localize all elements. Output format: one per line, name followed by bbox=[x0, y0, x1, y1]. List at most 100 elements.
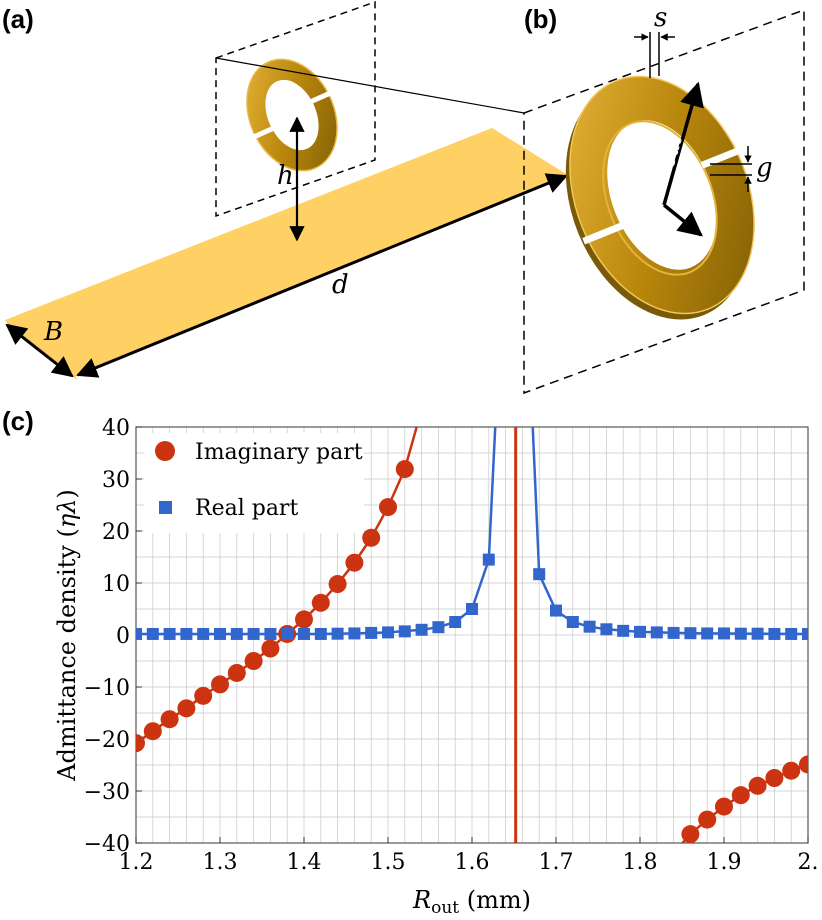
d-arrow bbox=[76, 173, 568, 378]
real-point bbox=[583, 620, 596, 633]
imag-point bbox=[681, 825, 700, 843]
real-point bbox=[214, 627, 226, 640]
real-point bbox=[230, 627, 243, 640]
legend: Imaginary part Real part bbox=[144, 433, 364, 533]
imag-point bbox=[295, 610, 313, 629]
y-tick-label: −30 bbox=[84, 780, 130, 805]
x-tick-label: 1.2 bbox=[119, 850, 154, 875]
real-point bbox=[331, 627, 344, 640]
imag-point bbox=[160, 710, 179, 729]
imag-point bbox=[715, 797, 733, 816]
g-label: g bbox=[756, 153, 773, 183]
real-point bbox=[365, 626, 378, 639]
legend-background bbox=[144, 433, 364, 533]
imag-point bbox=[194, 686, 213, 705]
imag-point bbox=[345, 553, 364, 572]
imag-point bbox=[362, 528, 381, 547]
x-tick-label: 1.6 bbox=[455, 850, 490, 875]
legend-real-marker bbox=[159, 501, 172, 514]
real-point bbox=[634, 625, 646, 638]
real-point bbox=[566, 616, 579, 628]
imag-point bbox=[698, 810, 717, 829]
y-tick-label: 30 bbox=[102, 468, 130, 493]
real-point bbox=[667, 626, 680, 639]
panel-c-label: (c) bbox=[2, 406, 34, 436]
y-tick-label: −40 bbox=[84, 832, 130, 857]
imag-point bbox=[379, 498, 397, 517]
s-label: s bbox=[654, 3, 667, 33]
b-label: B bbox=[43, 317, 63, 347]
real-point bbox=[718, 627, 730, 640]
y-axis-main: Admittance density ( bbox=[53, 528, 81, 782]
x-tick-label: 1.7 bbox=[539, 850, 574, 875]
real-point bbox=[734, 627, 747, 640]
real-point bbox=[415, 623, 428, 636]
h-label: h bbox=[277, 161, 294, 191]
imag-point bbox=[261, 639, 280, 658]
small-ring bbox=[246, 58, 338, 172]
x-tick-label: 1.9 bbox=[707, 850, 742, 875]
x-axis-unit: (mm) bbox=[459, 886, 531, 914]
real-point bbox=[264, 627, 277, 640]
g-dimension bbox=[710, 146, 752, 192]
d-label: d bbox=[332, 270, 349, 300]
real-point bbox=[382, 626, 394, 639]
real-point bbox=[449, 616, 462, 628]
real-point bbox=[146, 627, 159, 640]
r-out-arrow bbox=[662, 81, 704, 206]
real-point bbox=[466, 603, 478, 615]
y-tick-label: 40 bbox=[102, 416, 130, 441]
imag-point bbox=[211, 675, 229, 694]
panel-b-label: (b) bbox=[524, 4, 557, 34]
real-point bbox=[348, 627, 361, 640]
x-tick-label: 2. bbox=[798, 850, 819, 875]
y-axis-symbol: ηλ bbox=[53, 499, 81, 529]
real-point bbox=[650, 626, 663, 639]
legend-real-label: Real part bbox=[195, 496, 298, 521]
y-tick-label: −10 bbox=[84, 676, 130, 701]
real-point bbox=[802, 627, 808, 640]
imag-point bbox=[765, 769, 784, 787]
real-point bbox=[281, 627, 294, 640]
panel-a: (a) h d B bbox=[2, 0, 568, 380]
real-point bbox=[701, 627, 714, 640]
real-point bbox=[314, 627, 327, 640]
b-arrow bbox=[5, 323, 74, 378]
imag-point bbox=[311, 593, 330, 612]
imag-point bbox=[177, 699, 196, 718]
x-axis-title: Rout (mm) bbox=[412, 886, 531, 918]
x-tick-label: 1.3 bbox=[203, 850, 238, 875]
imag-point bbox=[731, 786, 750, 805]
plot-area bbox=[136, 427, 808, 843]
x-axis-sub: out bbox=[431, 898, 459, 918]
real-point bbox=[197, 627, 210, 640]
y-tick-label: 10 bbox=[102, 572, 130, 597]
real-point bbox=[533, 568, 546, 581]
real-point bbox=[600, 623, 613, 636]
imag-point bbox=[748, 776, 767, 795]
s-dimension bbox=[634, 32, 675, 78]
real-point bbox=[180, 627, 193, 640]
imag-point bbox=[136, 734, 145, 753]
real-point bbox=[482, 553, 495, 566]
real-point bbox=[785, 627, 798, 640]
panel-a-label: (a) bbox=[2, 4, 34, 34]
real-point bbox=[684, 627, 697, 640]
real-point bbox=[768, 627, 781, 640]
real-point bbox=[398, 625, 411, 638]
x-tick-label: 1.5 bbox=[371, 850, 406, 875]
ring-plane-small bbox=[215, 0, 376, 218]
imag-point bbox=[395, 460, 414, 479]
real-point bbox=[550, 604, 562, 617]
x-axis-symbol: R bbox=[412, 886, 431, 914]
ring-plane-large bbox=[523, 8, 805, 395]
y-axis-close: ) bbox=[53, 489, 81, 498]
real-point bbox=[298, 627, 310, 640]
panel-c: (c) 1.2 1.3 1.4 1.5 1.6 1.7 1.8 1.9 2. −40 −30 −20 −… bbox=[2, 406, 819, 918]
real-curve-right bbox=[531, 427, 808, 636]
admittance-chart: 1.2 1.3 1.4 1.5 1.6 1.7 1.8 1.9 2. −40 −30 −20 −10 0 1… bbox=[53, 416, 819, 918]
y-axis-title: Admittance density (ηλ) bbox=[53, 489, 81, 782]
y-tick-label: 0 bbox=[116, 624, 130, 649]
real-point bbox=[163, 627, 176, 640]
